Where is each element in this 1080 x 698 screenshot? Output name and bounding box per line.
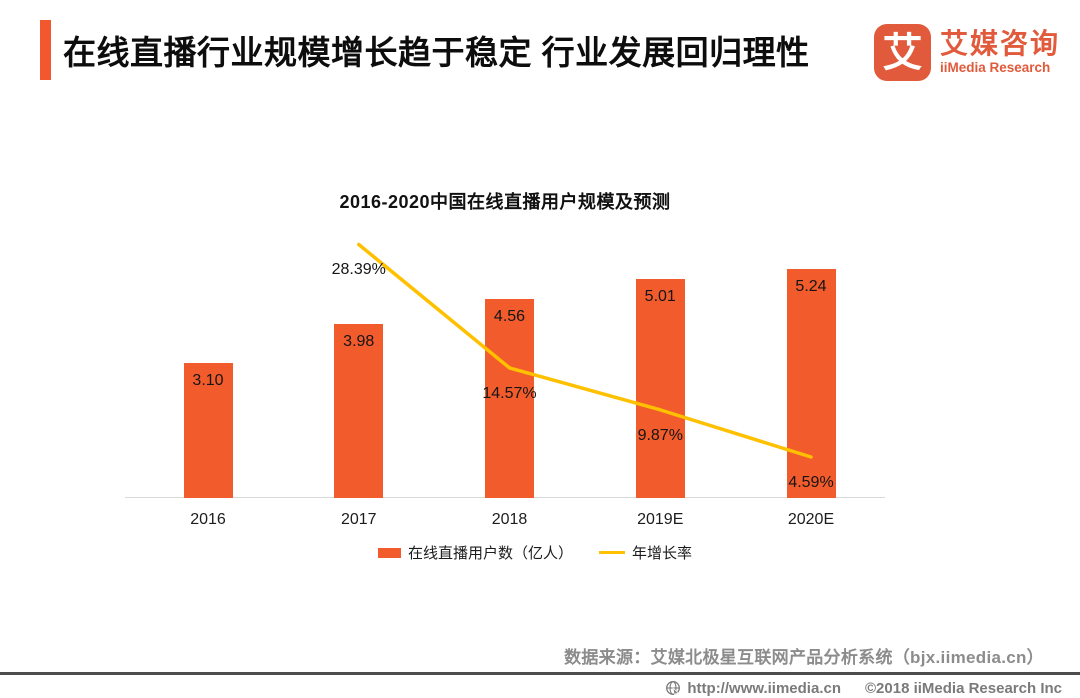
- footer-divider: [0, 672, 1080, 675]
- bar-2020E: [786, 269, 836, 498]
- x-axis-label: 2020E: [787, 511, 835, 528]
- bar-2018: [485, 298, 534, 498]
- logo-name-en: iiMedia Research: [939, 59, 1051, 75]
- growth-rate-line: [357, 242, 813, 459]
- footer: http://www.iimedia.cn ©2018 iiMedia Rese…: [665, 678, 1062, 698]
- x-axis-label: 2017: [340, 511, 377, 528]
- bar-2016: [183, 362, 233, 498]
- bar-2019E: [635, 279, 685, 498]
- growth-point-label: 14.57%: [482, 384, 537, 402]
- x-axis-label: 2018: [491, 511, 528, 528]
- iimedia-logo-icon: 艾: [873, 24, 931, 81]
- growth-point-label: 28.39%: [331, 261, 386, 279]
- growth-point-label: 9.87%: [637, 426, 683, 444]
- bar-value-label: 4.56: [493, 307, 526, 325]
- chart-plot-area: 3.10 2016 3.98 2017 4.56 2018 5.01 2019E 5.24 202…: [125, 230, 885, 528]
- legend-line-swatch: [599, 550, 626, 555]
- legend-line-label: 年增长率: [632, 545, 693, 562]
- bar-value-label: 5.24: [795, 278, 827, 295]
- data-source-note: 数据来源：艾媒北极星互联网产品分析系统（bjx.iimedia.cn）: [564, 648, 1044, 667]
- legend-bar-label: 在线直播用户数（亿人）: [408, 545, 574, 562]
- bar-value-label: 3.10: [192, 371, 224, 389]
- logo-name-cn: 艾媒咨询: [939, 28, 1060, 59]
- chart-legend: 在线直播用户数（亿人） 年增长率: [378, 542, 692, 563]
- growth-point-label: 4.59%: [788, 474, 834, 491]
- footer-url[interactable]: http://www.iimedia.cn: [687, 679, 841, 697]
- page-title: 在线直播行业规模增长趋于稳定 行业发展回归理性: [63, 34, 810, 71]
- chart-title: 2016-2020中国在线直播用户规模及预测: [339, 192, 671, 212]
- title-accent-bar: [40, 20, 51, 80]
- bar-2017: [334, 324, 384, 498]
- globe-cursor-icon: [665, 680, 681, 696]
- x-axis-label: 2019E: [637, 511, 684, 528]
- footer-copyright: ©2018 iiMedia Research Inc: [865, 679, 1062, 697]
- legend-bar-swatch: [378, 547, 401, 558]
- bar-value-label: 5.01: [644, 288, 676, 306]
- bar-value-label: 3.98: [343, 333, 375, 351]
- logo-text: 艾媒咨询 iiMedia Research: [939, 28, 1060, 76]
- iimedia-logo: 艾 艾媒咨询 iiMedia Research: [873, 24, 1060, 81]
- x-axis-label: 2016: [190, 511, 226, 528]
